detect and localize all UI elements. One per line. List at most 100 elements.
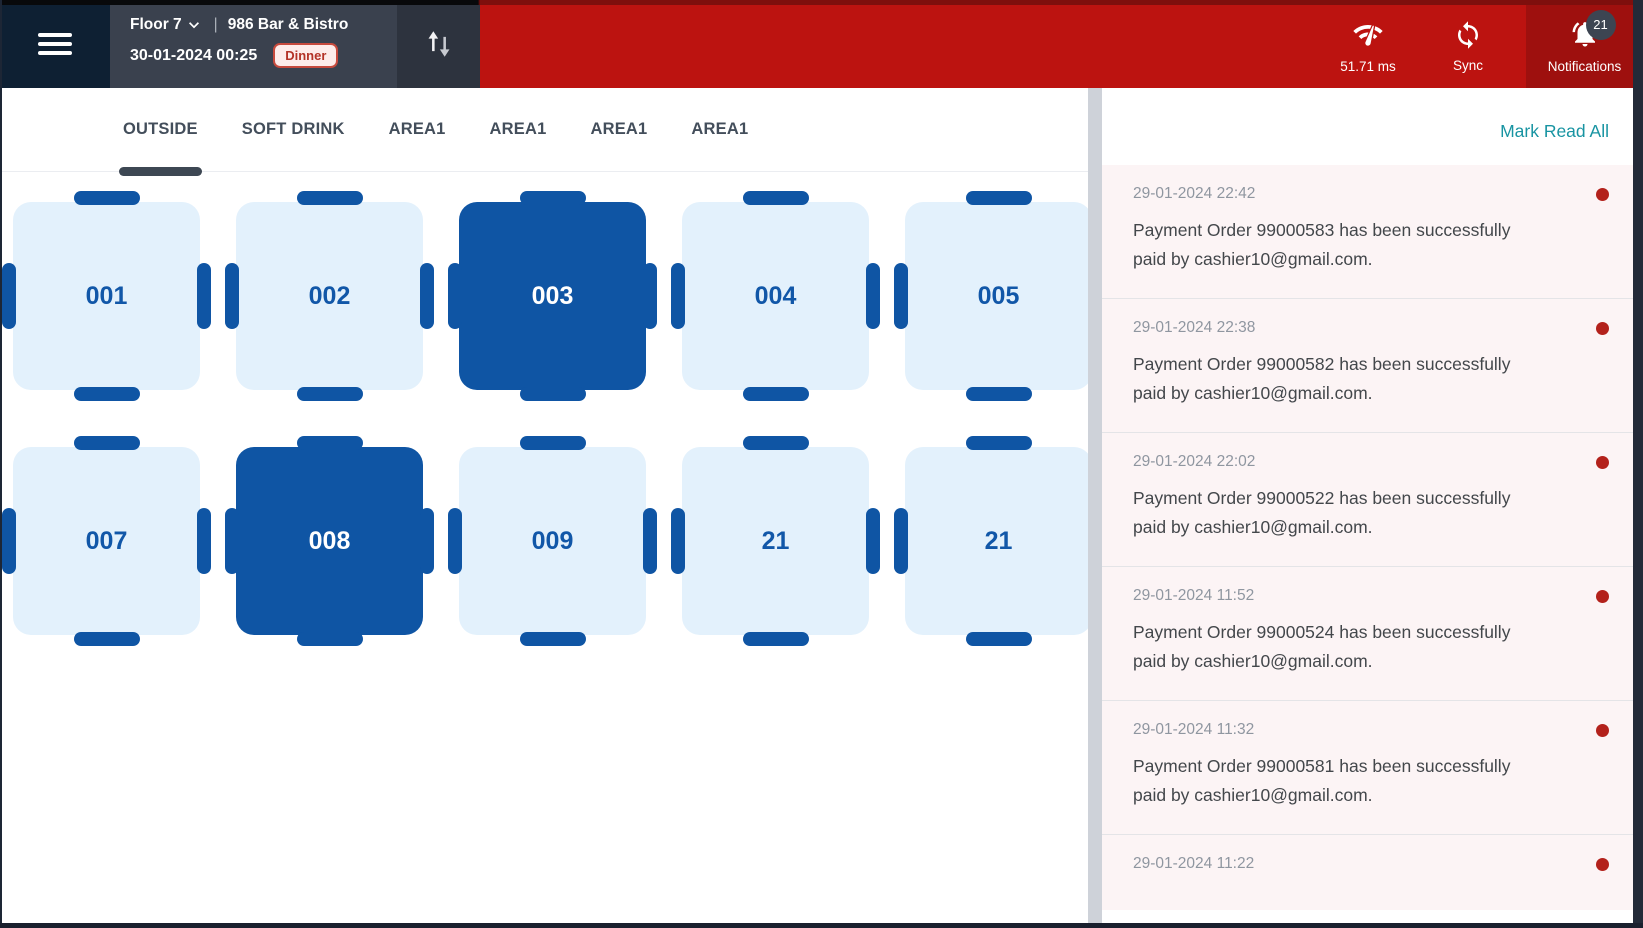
table-card[interactable]: 21	[894, 436, 1088, 646]
unread-dot	[1596, 589, 1609, 603]
chair-right	[197, 508, 211, 574]
chair-bottom	[519, 632, 586, 646]
table-card[interactable]: 003	[448, 191, 657, 401]
area-tab-label: AREA1	[691, 120, 749, 138]
window-left-edge	[0, 0, 2, 928]
notification-message: Payment Order 99000522 has been successf…	[1133, 488, 1511, 537]
table-number: 003	[531, 281, 574, 310]
area-tab-label: AREA1	[388, 120, 446, 138]
chair-left	[894, 508, 908, 574]
network-latency-icon	[1353, 24, 1383, 46]
network-status[interactable]: 51.71 ms	[1316, 0, 1420, 88]
chair-bottom	[73, 387, 140, 401]
top-bar: Floor 7 | 986 Bar & Bistro 30-01-2024 00…	[0, 0, 1643, 88]
chair-left	[2, 263, 16, 329]
area-tab-label: AREA1	[489, 120, 547, 138]
table-number: 009	[531, 526, 574, 555]
table-card[interactable]: 002	[225, 191, 434, 401]
menu-button[interactable]	[0, 0, 110, 88]
current-datetime: 30-01-2024 00:25	[130, 46, 258, 64]
area-tab[interactable]: SOFT DRINK	[242, 88, 345, 171]
notification-message: Payment Order 99000582 has been successf…	[1133, 354, 1511, 403]
table-number: 005	[977, 281, 1020, 310]
chair-top	[296, 436, 363, 450]
floor-selector[interactable]: Floor 7	[130, 15, 204, 35]
area-tab[interactable]: AREA1	[389, 88, 446, 171]
notification-badge: 21	[1585, 9, 1616, 40]
notification-item[interactable]: 29-01-2024 22:02 Payment Order 99000522 …	[1102, 432, 1643, 566]
chair-left	[448, 508, 462, 574]
window-right-edge	[1633, 0, 1643, 928]
notifications-button[interactable]: 21 Notifications	[1526, 0, 1643, 88]
unread-dot	[1596, 187, 1609, 201]
table-number: 21	[984, 526, 1013, 555]
unread-dot	[1596, 857, 1609, 871]
tables-grid: 001 002 003	[0, 172, 1088, 646]
chair-right	[197, 263, 211, 329]
mark-read-all-link[interactable]: Mark Read All	[1500, 121, 1609, 141]
window-bottom-edge	[0, 923, 1643, 928]
chair-right	[866, 508, 880, 574]
chair-bottom	[742, 387, 809, 401]
notification-item[interactable]: 29-01-2024 22:38 Payment Order 99000582 …	[1102, 298, 1643, 432]
chair-left	[671, 508, 685, 574]
chair-top	[519, 436, 586, 450]
chair-top	[742, 191, 809, 205]
table-card[interactable]: 008	[225, 436, 434, 646]
notification-item[interactable]: 29-01-2024 11:52 Payment Order 99000524 …	[1102, 566, 1643, 700]
chair-top	[73, 191, 140, 205]
notification-item[interactable]: 29-01-2024 22:42 Payment Order 99000583 …	[1102, 165, 1643, 298]
table-card[interactable]: 005	[894, 191, 1088, 401]
table-number: 001	[85, 281, 128, 310]
table-number: 21	[761, 526, 790, 555]
chair-left	[2, 508, 16, 574]
chair-bottom	[965, 387, 1032, 401]
area-tab[interactable]: AREA1	[590, 88, 647, 171]
chair-bottom	[965, 632, 1032, 646]
table-card[interactable]: 004	[671, 191, 880, 401]
table-number: 004	[754, 281, 797, 310]
chair-left	[894, 263, 908, 329]
notification-message: Payment Order 99000583 has been successf…	[1133, 220, 1511, 269]
shift-badge: Dinner	[273, 43, 339, 68]
chair-bottom	[296, 632, 363, 646]
chair-bottom	[519, 387, 586, 401]
chair-left	[225, 508, 239, 574]
area-tab[interactable]: AREA1	[691, 88, 748, 171]
chair-bottom	[296, 387, 363, 401]
chair-top	[519, 191, 586, 205]
area-tab[interactable]: OUTSIDE	[119, 88, 202, 176]
latency-value: 51.71 ms	[1340, 58, 1396, 74]
chair-bottom	[73, 632, 140, 646]
table-card[interactable]: 007	[2, 436, 211, 646]
chair-top	[742, 436, 809, 450]
chair-left	[448, 263, 462, 329]
table-card[interactable]: 009	[448, 436, 657, 646]
chair-bottom	[742, 632, 809, 646]
notification-timestamp: 29-01-2024 11:52	[1133, 587, 1255, 604]
chair-right	[420, 263, 434, 329]
separator: |	[213, 16, 218, 33]
table-card[interactable]: 21	[671, 436, 880, 646]
notification-timestamp: 29-01-2024 22:38	[1133, 319, 1256, 336]
sort-arrows-icon	[428, 31, 449, 57]
scrollbar[interactable]	[1088, 88, 1102, 928]
window-top-edge	[0, 0, 1643, 5]
table-number: 008	[308, 526, 351, 555]
table-card[interactable]: 001	[2, 191, 211, 401]
notification-item[interactable]: 29-01-2024 11:22	[1102, 834, 1643, 910]
chair-left	[225, 263, 239, 329]
notifications-panel: Mark Read All 29-01-2024 22:42 Payment O…	[1102, 88, 1643, 928]
floor-map-area: OUTSIDE SOFT DRINK AREA1 AREA1 AREA1 ARE…	[0, 88, 1088, 928]
chair-right	[643, 508, 657, 574]
chair-top	[296, 191, 363, 205]
sync-button[interactable]: Sync	[1420, 0, 1516, 88]
chair-right	[866, 263, 880, 329]
area-tab-label: SOFT DRINK	[241, 120, 345, 138]
area-tabs: OUTSIDE SOFT DRINK AREA1 AREA1 AREA1 ARE…	[0, 88, 1088, 176]
notification-item[interactable]: 29-01-2024 11:32 Payment Order 99000581 …	[1102, 700, 1643, 834]
area-tab[interactable]: AREA1	[490, 88, 547, 171]
chair-top	[965, 191, 1032, 205]
sort-tables-button[interactable]	[397, 0, 480, 88]
